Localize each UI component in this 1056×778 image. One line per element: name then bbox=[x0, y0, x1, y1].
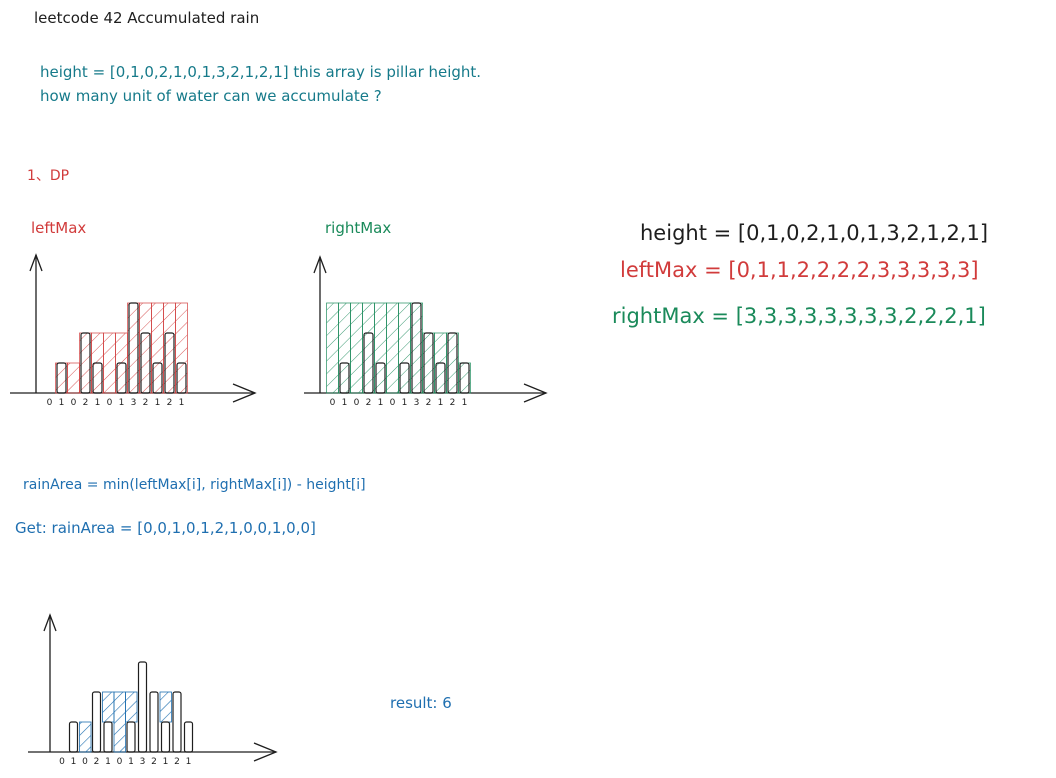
tick-label: 1 bbox=[378, 398, 384, 408]
pillar-bar bbox=[68, 721, 79, 753]
tick-label: 0 bbox=[390, 398, 396, 408]
pillar-bar bbox=[126, 721, 136, 753]
pillar-bar bbox=[411, 302, 422, 394]
x-axis-arrow bbox=[232, 383, 257, 403]
height-array: height = [0,1,0,2,1,0,1,3,2,1,2,1] bbox=[640, 221, 989, 245]
tick-label: 3 bbox=[414, 398, 420, 408]
left-chart-label: leftMax bbox=[31, 219, 87, 237]
pillar-bar bbox=[399, 362, 410, 394]
tick-label: 2 bbox=[151, 757, 157, 767]
pillar-bar bbox=[363, 332, 374, 394]
tick-label: 1 bbox=[462, 398, 468, 408]
pillar-bar bbox=[56, 362, 67, 394]
pillar-bar bbox=[91, 691, 102, 753]
rain-area-result-array: Get: rainArea = [0,0,1,0,1,2,1,0,0,1,0,0… bbox=[15, 519, 316, 537]
tick-label: 1 bbox=[179, 398, 185, 408]
tick-label: 1 bbox=[95, 398, 101, 408]
pillar-bar bbox=[80, 332, 91, 394]
pillar-bar bbox=[152, 362, 163, 394]
tick-label: 0 bbox=[82, 757, 88, 767]
result-text: result: 6 bbox=[390, 694, 452, 712]
x-axis-arrow bbox=[523, 383, 548, 403]
tick-label: 2 bbox=[426, 398, 432, 408]
page-title: leetcode 42 Accumulated rain bbox=[34, 9, 260, 27]
overlay-region bbox=[103, 332, 116, 394]
pillar-bar bbox=[103, 721, 113, 753]
pillar-bar bbox=[176, 362, 187, 394]
pillar-bar bbox=[459, 362, 470, 394]
tick-label: 0 bbox=[47, 398, 53, 408]
water-region bbox=[102, 691, 115, 723]
pillar-bar bbox=[435, 362, 446, 394]
tick-label: 1 bbox=[438, 398, 444, 408]
tick-label: 1 bbox=[402, 398, 408, 408]
problem-description-line2: how many unit of water can we accumulate… bbox=[40, 87, 382, 105]
problem-description-line1: height = [0,1,0,2,1,0,1,3,2,1,2,1] this … bbox=[40, 63, 482, 81]
tick-label: 1 bbox=[128, 757, 134, 767]
tick-label: 2 bbox=[366, 398, 372, 408]
tick-label: 1 bbox=[163, 757, 169, 767]
pillar-bar bbox=[116, 362, 127, 394]
pillar-bar bbox=[140, 332, 151, 394]
tick-label: 2 bbox=[83, 398, 89, 408]
water-region bbox=[79, 721, 92, 753]
x-axis-arrow bbox=[253, 742, 278, 762]
tick-label: 0 bbox=[354, 398, 360, 408]
tick-label: 2 bbox=[174, 757, 180, 767]
tick-label: 0 bbox=[117, 757, 123, 767]
pillar-bar bbox=[375, 362, 386, 394]
water-region bbox=[113, 691, 126, 753]
tick-label: 1 bbox=[105, 757, 111, 767]
tick-label: 3 bbox=[131, 398, 137, 408]
tick-label: 0 bbox=[59, 757, 65, 767]
tick-label: 1 bbox=[342, 398, 348, 408]
pillar-bar bbox=[160, 721, 171, 753]
tick-label: 2 bbox=[167, 398, 173, 408]
pillar-bar bbox=[164, 332, 175, 394]
tick-label: 2 bbox=[450, 398, 456, 408]
pillar-bar bbox=[172, 691, 182, 753]
leftmax-array: leftMax = [0,1,1,2,2,2,2,3,3,3,3,3] bbox=[620, 258, 979, 282]
y-axis-arrow bbox=[29, 253, 43, 272]
rightmax-array: rightMax = [3,3,3,3,3,3,3,3,2,2,2,1] bbox=[612, 304, 986, 328]
tick-label: 0 bbox=[71, 398, 77, 408]
section-heading: 1、DP bbox=[27, 168, 70, 184]
tick-label: 2 bbox=[143, 398, 149, 408]
overlay-region bbox=[386, 302, 399, 394]
pillar-bar bbox=[128, 302, 139, 394]
pillar-bar bbox=[92, 362, 103, 394]
tick-label: 1 bbox=[71, 757, 77, 767]
pillar-bar bbox=[137, 661, 148, 753]
rain-area-formula: rainArea = min(leftMax[i], rightMax[i]) … bbox=[23, 477, 366, 493]
tick-label: 1 bbox=[186, 757, 192, 767]
pillar-bar bbox=[183, 721, 194, 753]
tick-label: 1 bbox=[119, 398, 125, 408]
pillar-bar bbox=[339, 362, 350, 394]
water-region bbox=[125, 691, 138, 723]
pillar-bar bbox=[149, 691, 159, 753]
y-axis-arrow bbox=[313, 255, 327, 274]
overlay-region bbox=[326, 302, 339, 394]
tick-label: 0 bbox=[107, 398, 113, 408]
tick-label: 3 bbox=[140, 757, 146, 767]
overlay-region bbox=[350, 302, 363, 394]
tick-label: 0 bbox=[330, 398, 336, 408]
pillar-bar bbox=[423, 332, 434, 394]
y-axis-arrow bbox=[43, 613, 57, 632]
tick-label: 1 bbox=[59, 398, 65, 408]
tick-label: 1 bbox=[155, 398, 161, 408]
tick-label: 2 bbox=[94, 757, 100, 767]
pillar-bar bbox=[447, 332, 458, 394]
overlay-region bbox=[67, 362, 80, 394]
right-chart-label: rightMax bbox=[325, 219, 392, 237]
water-region bbox=[159, 691, 172, 723]
